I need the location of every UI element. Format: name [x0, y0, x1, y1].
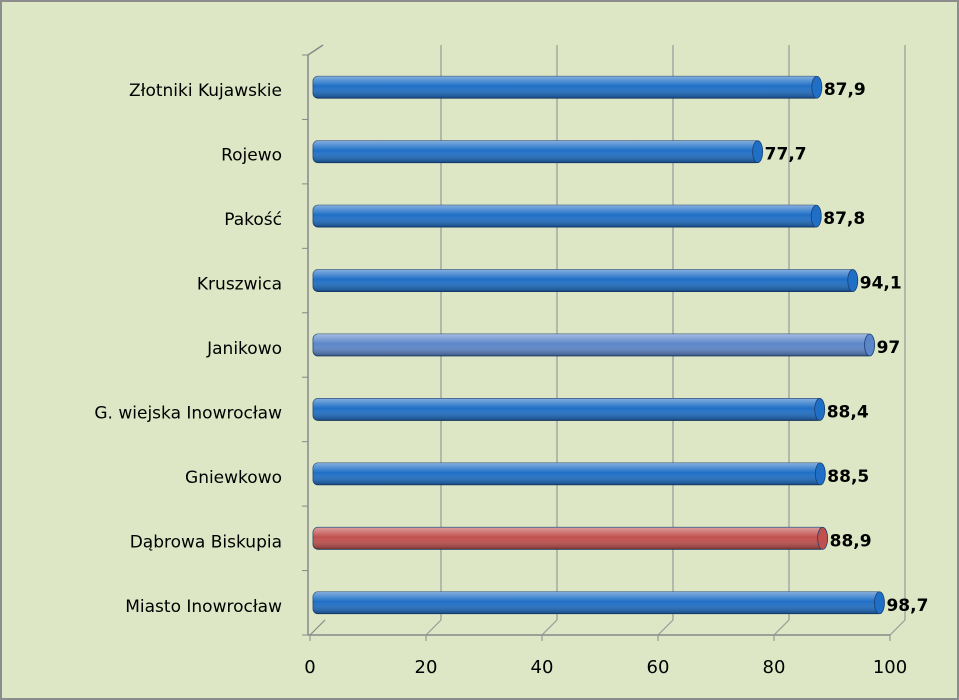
bar-shade — [313, 398, 823, 421]
category-label: Dąbrowa Biskupia — [130, 532, 282, 552]
category-label: Kruszwica — [197, 275, 282, 295]
x-tick-label: 40 — [531, 657, 554, 678]
category-label: G. wiejska Inowrocław — [94, 403, 282, 423]
value-label: 94,1 — [860, 274, 902, 294]
bar-cap — [864, 333, 875, 357]
bar-shade — [313, 527, 826, 550]
value-label: 87,9 — [824, 80, 866, 100]
bar-shade — [313, 462, 824, 485]
value-label: 97 — [877, 338, 901, 358]
x-tick-label: 100 — [873, 657, 907, 678]
bar-shade — [313, 205, 820, 228]
floor-line — [657, 619, 674, 636]
bar-cap — [752, 140, 764, 164]
category-label: Janikowo — [206, 339, 282, 359]
value-label: 88,4 — [827, 402, 869, 422]
category-label: Gniewkowo — [185, 468, 282, 488]
category-label: Rojewo — [221, 146, 282, 166]
bar-shade — [313, 334, 873, 356]
bar-cap — [810, 204, 822, 228]
category-label: Pakość — [224, 210, 282, 230]
bar-shade — [313, 591, 883, 614]
value-label: 87,8 — [823, 209, 865, 229]
value-label: 88,9 — [830, 531, 872, 551]
value-label: 88,5 — [827, 467, 869, 487]
bar-cap — [874, 591, 885, 615]
x-tick-label: 0 — [304, 657, 315, 678]
bar-cap — [814, 462, 826, 486]
x-tick-label: 80 — [763, 657, 786, 678]
value-label: 98,7 — [886, 596, 928, 616]
axis-edge — [307, 44, 324, 56]
bar-cap — [814, 398, 826, 421]
bar-cap — [811, 75, 823, 99]
bar-shade — [313, 76, 820, 99]
category-label: Złotniki Kujawskie — [129, 81, 282, 101]
floor-line — [773, 619, 790, 636]
bar-shade — [313, 269, 856, 292]
category-label: Miasto Inowrocław — [125, 597, 282, 617]
value-label: 77,7 — [765, 145, 807, 165]
bar-shade — [313, 140, 761, 163]
x-tick-label: 60 — [647, 657, 670, 678]
floor-line — [889, 619, 906, 636]
bar-cap — [847, 269, 859, 292]
floor-line — [309, 619, 326, 636]
bar-cap — [817, 526, 829, 550]
floor-line — [425, 619, 442, 636]
floor-line — [541, 619, 558, 636]
x-tick-label: 20 — [415, 657, 438, 678]
